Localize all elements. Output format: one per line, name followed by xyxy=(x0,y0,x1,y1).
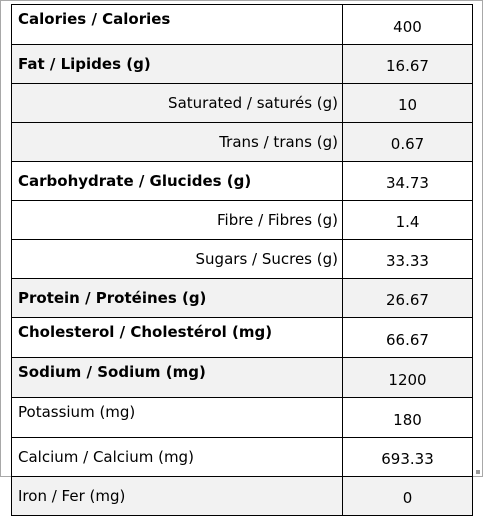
table-row: Sugars / Sucres (g) 33.33 xyxy=(11,239,473,279)
nutrient-label-cholesterol: Cholesterol / Cholestérol (mg) xyxy=(11,317,343,358)
table-row: Protein / Protéines (g) 26.67 xyxy=(11,278,473,318)
nutrient-label-fibre: Fibre / Fibres (g) xyxy=(11,200,343,240)
table-row: Sodium / Sodium (mg) 1200 xyxy=(11,357,473,398)
nutrient-label-sugars: Sugars / Sucres (g) xyxy=(11,239,343,279)
nutrient-value-protein: 26.67 xyxy=(342,278,473,318)
nutrient-label-calories: Calories / Calories xyxy=(11,4,343,45)
table-row: Calcium / Calcium (mg) 693.33 xyxy=(11,437,473,477)
nutrient-value-saturated: 10 xyxy=(342,83,473,123)
nutrient-label-sodium: Sodium / Sodium (mg) xyxy=(11,357,343,398)
table-row: Saturated / saturés (g) 10 xyxy=(11,83,473,123)
nutrient-value-fat: 16.67 xyxy=(342,44,473,84)
table-row: Fibre / Fibres (g) 1.4 xyxy=(11,200,473,240)
nutrition-table: Calories / Calories 400 Fat / Lipides (g… xyxy=(11,4,473,516)
table-row: Trans / trans (g) 0.67 xyxy=(11,122,473,162)
nutrient-label-trans: Trans / trans (g) xyxy=(11,122,343,162)
nutrient-label-iron: Iron / Fer (mg) xyxy=(11,476,343,516)
table-row: Carbohydrate / Glucides (g) 34.73 xyxy=(11,161,473,201)
resize-corner-marker xyxy=(476,470,480,474)
nutrient-label-carbohydrate: Carbohydrate / Glucides (g) xyxy=(11,161,343,201)
nutrient-label-saturated: Saturated / saturés (g) xyxy=(11,83,343,123)
nutrient-value-calcium: 693.33 xyxy=(342,437,473,477)
nutrient-value-sugars: 33.33 xyxy=(342,239,473,279)
nutrient-label-fat: Fat / Lipides (g) xyxy=(11,44,343,84)
nutrient-value-sodium: 1200 xyxy=(342,357,473,398)
table-row: Fat / Lipides (g) 16.67 xyxy=(11,44,473,84)
nutrient-value-carbohydrate: 34.73 xyxy=(342,161,473,201)
nutrient-value-trans: 0.67 xyxy=(342,122,473,162)
nutrient-label-potassium: Potassium (mg) xyxy=(11,397,343,438)
table-row: Cholesterol / Cholestérol (mg) 66.67 xyxy=(11,317,473,358)
nutrient-value-calories: 400 xyxy=(342,4,473,45)
table-row: Calories / Calories 400 xyxy=(11,4,473,45)
table-row: Potassium (mg) 180 xyxy=(11,397,473,438)
nutrient-value-iron: 0 xyxy=(342,476,473,516)
nutrient-value-fibre: 1.4 xyxy=(342,200,473,240)
table-row: Iron / Fer (mg) 0 xyxy=(11,476,473,516)
nutrient-value-potassium: 180 xyxy=(342,397,473,438)
nutrient-label-calcium: Calcium / Calcium (mg) xyxy=(11,437,343,477)
nutrient-value-cholesterol: 66.67 xyxy=(342,317,473,358)
nutrient-label-protein: Protein / Protéines (g) xyxy=(11,278,343,318)
